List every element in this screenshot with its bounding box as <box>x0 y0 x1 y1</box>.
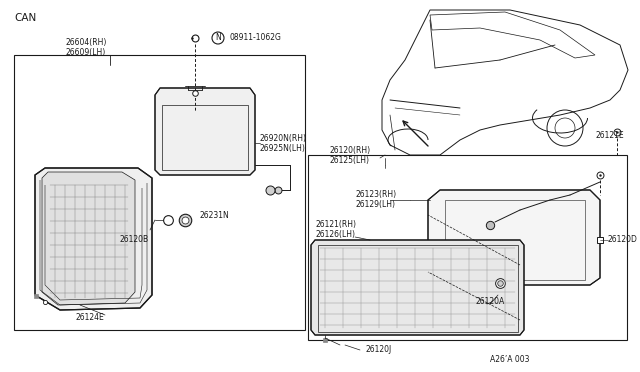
Polygon shape <box>311 240 524 335</box>
Text: 26129(LH): 26129(LH) <box>355 201 395 209</box>
Polygon shape <box>155 88 255 175</box>
Text: 26120A: 26120A <box>475 298 504 307</box>
Text: 26124E: 26124E <box>75 314 104 323</box>
Text: 26120B: 26120B <box>120 235 149 244</box>
Text: 26120J: 26120J <box>365 346 391 355</box>
Text: A26’A 003: A26’A 003 <box>490 356 529 365</box>
Text: 26123(RH): 26123(RH) <box>355 190 396 199</box>
Text: 26604(RH): 26604(RH) <box>65 38 106 48</box>
Polygon shape <box>42 172 135 305</box>
Text: 26125(LH): 26125(LH) <box>330 155 370 164</box>
Text: 26121(RH): 26121(RH) <box>315 221 356 230</box>
Text: 26231N: 26231N <box>200 211 230 219</box>
Text: 26120(RH): 26120(RH) <box>330 145 371 154</box>
Text: 08911-1062G: 08911-1062G <box>230 33 282 42</box>
Text: 26609(LH): 26609(LH) <box>65 48 105 58</box>
Text: 26925N(LH): 26925N(LH) <box>260 144 306 153</box>
Text: N: N <box>215 33 221 42</box>
Text: 26121E: 26121E <box>595 131 623 140</box>
Text: CAN: CAN <box>14 13 36 23</box>
Polygon shape <box>35 168 152 310</box>
Polygon shape <box>428 190 600 285</box>
Text: 26126(LH): 26126(LH) <box>315 231 355 240</box>
Text: 26120D: 26120D <box>608 235 638 244</box>
Text: 26920N(RH): 26920N(RH) <box>260 134 307 142</box>
